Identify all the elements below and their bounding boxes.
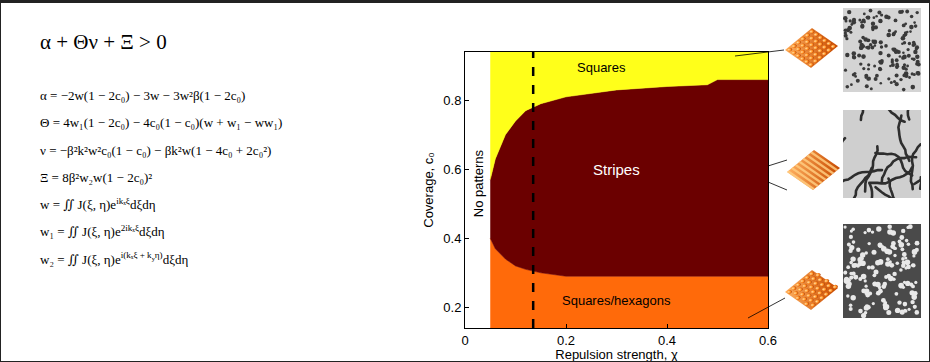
html-text:w₂ = ∬ J(ξ, η)ei(kₓξ + kyη)dξd: w₂ = ∬ J(ξ, η)ei(kₓξ + kyη)dξdη xyxy=(40,250,189,267)
html-text:w = ∬ J(ξ, η)eikₓξdξdη: w = ∬ J(ξ, η)eikₓξdξdη xyxy=(40,195,156,213)
html-text:ν = −β²k²w²c₀(1 − c₀) − βk²w(1: ν = −β²k²w²c₀(1 − c₀) − βk²w(1 − 4c₀ + 2… xyxy=(40,142,272,158)
svg-text:0: 0 xyxy=(461,333,468,348)
svg-text:0.8: 0.8 xyxy=(443,93,461,108)
html-text:w₁ = ∬ J(ξ, η)e2ikₓξdξdη: w₁ = ∬ J(ξ, η)e2ikₓξdξdη xyxy=(40,223,165,240)
svg-text:No patterns: No patterns xyxy=(471,150,486,218)
svg-text:Repulsion strength, χ: Repulsion strength, χ xyxy=(555,347,678,362)
html-text:α + Θν + Ξ > 0: α + Θν + Ξ > 0 xyxy=(40,30,167,54)
svg-text:0.2: 0.2 xyxy=(557,333,575,348)
html-text:Ξ = 8β²w₂w(1 − 2c₀)²: Ξ = 8β²w₂w(1 − 2c₀)² xyxy=(40,169,153,185)
svg-text:Squares/hexagons: Squares/hexagons xyxy=(562,293,671,308)
svg-text:0.2: 0.2 xyxy=(443,300,461,315)
svg-text:Stripes: Stripes xyxy=(593,161,640,178)
svg-text:Coverage, c₀: Coverage, c₀ xyxy=(421,152,436,228)
svg-text:0.4: 0.4 xyxy=(658,333,676,348)
svg-text:0.6: 0.6 xyxy=(759,333,777,348)
html-text:Θ = 4w₁(1 − 2c₀) − 4c₀(1 − c₀): Θ = 4w₁(1 − 2c₀) − 4c₀(1 − c₀)(w + w₁ − … xyxy=(40,115,283,131)
html-text:α = −2w(1 − 2c₀) − 3w − 3w²β(1: α = −2w(1 − 2c₀) − 3w − 3w²β(1 − 2c₀) xyxy=(40,88,246,103)
svg-text:0.4: 0.4 xyxy=(443,231,461,246)
svg-text:0.6: 0.6 xyxy=(443,162,461,177)
svg-text:Squares: Squares xyxy=(577,60,626,75)
